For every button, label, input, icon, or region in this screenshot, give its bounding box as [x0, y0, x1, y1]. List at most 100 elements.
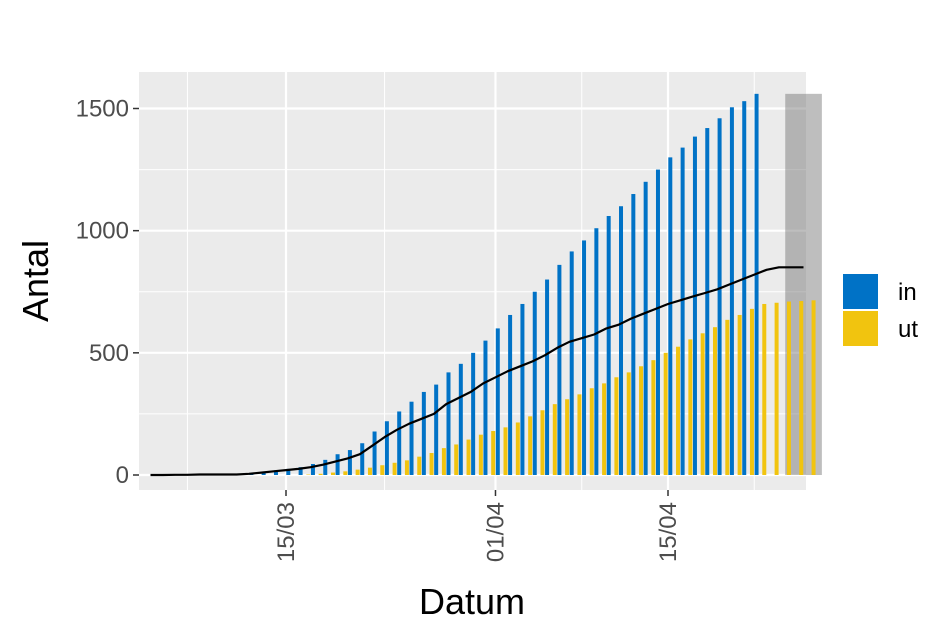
bar-in: [729, 107, 734, 476]
bar-ut: [565, 399, 570, 475]
bar-ut: [602, 383, 607, 475]
bar-in: [335, 454, 340, 475]
y-tick-label: 1000: [76, 218, 129, 245]
bar-ut: [540, 410, 545, 475]
legend: in ut: [843, 274, 918, 346]
bar-in: [606, 216, 611, 476]
bar-ut: [466, 439, 471, 475]
bar-ut: [737, 314, 742, 475]
bar-in: [619, 206, 624, 475]
bar-in: [384, 421, 389, 475]
bar-ut: [355, 469, 360, 475]
bar-ut: [749, 308, 754, 475]
bar-in: [372, 431, 377, 475]
bar-in: [631, 194, 636, 475]
bar-ut: [651, 360, 656, 475]
legend-key-in: [843, 274, 878, 309]
bar-in: [532, 291, 537, 475]
bar-ut: [639, 366, 644, 475]
bars-layer: [237, 93, 816, 476]
bar-in: [273, 470, 278, 475]
axes-layer: 0 500 1000 1500 15/03 01/04 15/04: [76, 96, 682, 563]
bar-ut: [663, 352, 668, 475]
bar-in: [643, 181, 648, 476]
bar-in: [705, 128, 710, 475]
bar-ut: [515, 422, 520, 475]
bar-in: [298, 467, 303, 475]
legend-label-ut: ut: [898, 316, 918, 343]
highlight-layer: [785, 93, 822, 475]
legend-label-in: in: [898, 279, 917, 306]
bar-in: [446, 372, 451, 475]
bar-ut: [404, 460, 409, 475]
bar-ut: [676, 346, 681, 475]
bar-in: [323, 459, 328, 475]
x-axis-title: Datum: [419, 581, 525, 622]
bar-in: [668, 157, 673, 475]
bar-ut: [725, 319, 730, 475]
bar-in: [680, 147, 685, 476]
bar-in: [347, 450, 352, 475]
bar-in: [458, 363, 463, 475]
bar-ut: [589, 388, 594, 475]
bar-in: [434, 384, 439, 475]
bar-in: [655, 169, 660, 476]
bar-ut: [441, 448, 446, 475]
bar-ut: [577, 394, 582, 475]
bar-ut: [811, 300, 816, 475]
bar-in: [742, 101, 747, 476]
bar-in: [409, 401, 414, 475]
bar-ut: [503, 427, 508, 475]
bar-ut: [380, 465, 385, 475]
bar-ut: [700, 333, 705, 475]
bar-ut: [688, 339, 693, 475]
bar-ut: [774, 302, 779, 475]
bar-ut: [799, 301, 804, 475]
bar-ut: [429, 453, 434, 475]
bar-in: [508, 314, 513, 475]
y-tick-label: 500: [89, 340, 129, 367]
bar-ut: [762, 303, 767, 475]
bar-in: [286, 468, 291, 475]
bar-ut: [343, 471, 348, 475]
bar-ut: [614, 377, 619, 475]
minor-gridlines: [139, 72, 806, 490]
legend-key-ut: [843, 311, 878, 346]
bar-ut: [392, 462, 397, 475]
bar-in: [692, 136, 697, 475]
bar-ut: [478, 434, 483, 475]
bar-in: [471, 352, 476, 475]
bar-in: [569, 251, 574, 475]
bar-in: [717, 118, 722, 476]
bar-in: [545, 279, 550, 475]
line-layer: [150, 266, 804, 477]
bar-in: [557, 264, 562, 475]
cumulative-line: [150, 266, 804, 477]
y-axis-title: Antal: [15, 240, 56, 322]
bar-ut: [454, 444, 459, 475]
y-tick-label: 1500: [76, 96, 129, 123]
highlight-band: [785, 93, 822, 475]
bar-in: [754, 93, 759, 475]
bar-ut: [528, 416, 533, 475]
y-tick-label: 0: [116, 462, 129, 489]
bar-in: [421, 391, 426, 475]
bar-in: [360, 443, 365, 475]
x-tick-label: 01/04: [482, 502, 509, 562]
x-tick-label: 15/04: [655, 502, 682, 562]
bar-ut: [626, 372, 631, 475]
bar-in: [594, 228, 599, 475]
bar-ut: [491, 431, 496, 475]
bar-ut: [712, 327, 717, 475]
bar-in: [310, 464, 315, 475]
bar-ut: [318, 473, 323, 475]
bar-ut: [786, 301, 791, 475]
bar-in: [520, 303, 525, 475]
bar-ut: [367, 467, 372, 475]
bar-ut: [417, 456, 422, 475]
x-tick-label: 15/03: [273, 502, 300, 562]
bar-ut: [330, 472, 335, 475]
bar-in: [582, 240, 587, 475]
